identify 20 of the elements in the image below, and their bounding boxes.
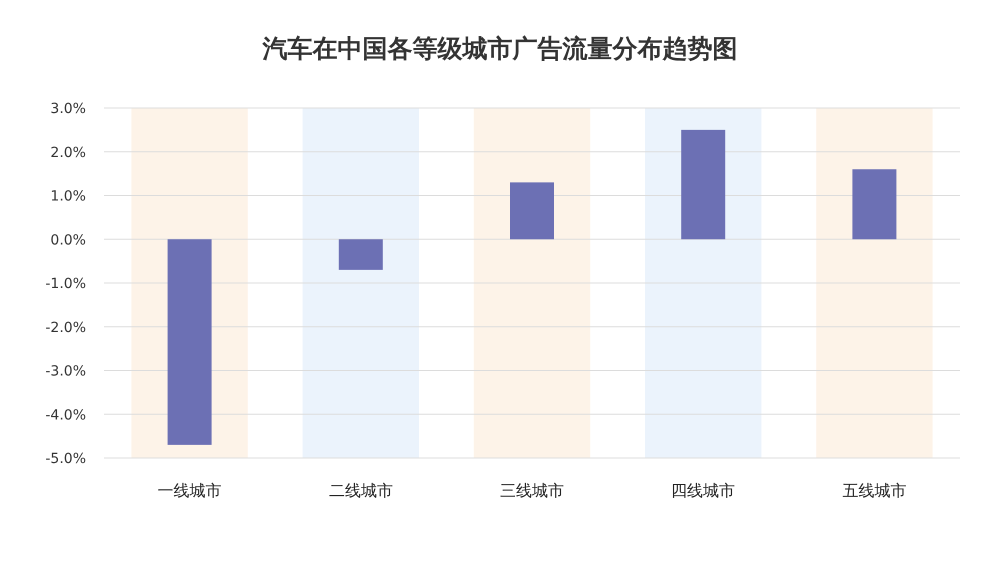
x-tick-label: 三线城市: [500, 481, 564, 500]
bar: [338, 239, 383, 270]
y-tick-label: 0.0%: [50, 232, 86, 248]
y-tick-label: 3.0%: [50, 101, 86, 117]
y-tick-label: 2.0%: [50, 144, 86, 161]
chart-title: 汽车在中国各等级城市广告流量分布趋势图: [262, 34, 738, 63]
y-tick-label: -5.0%: [45, 451, 86, 467]
x-tick-label: 四线城市: [671, 481, 736, 500]
x-tick-label: 一线城市: [158, 481, 222, 500]
bar: [681, 130, 726, 240]
bar: [852, 169, 896, 240]
bar: [510, 182, 554, 240]
bar: [168, 239, 212, 445]
y-tick-label: 1.0%: [50, 188, 86, 204]
y-tick-label: -2.0%: [45, 320, 86, 336]
x-tick-label: 二线城市: [328, 481, 393, 500]
y-tick-label: -1.0%: [45, 276, 86, 292]
y-tick-label: -4.0%: [45, 407, 86, 424]
x-tick-label: 五线城市: [842, 481, 906, 500]
y-tick-label: -3.0%: [45, 364, 86, 380]
